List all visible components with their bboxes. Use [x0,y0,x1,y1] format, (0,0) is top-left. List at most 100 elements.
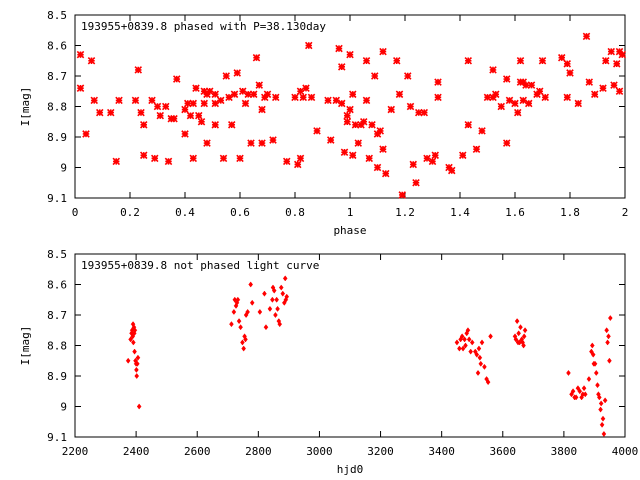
data-point [189,99,198,108]
data-point [395,90,404,99]
data-point [370,72,379,80]
data-point [241,99,250,108]
data-point [262,290,267,297]
data-point [263,90,272,99]
data-point [423,154,431,163]
data-point [236,318,242,325]
x-tick-label: 2400 [123,445,150,458]
data-point [598,400,604,407]
data-point [414,108,423,117]
data-point [403,72,412,80]
data-point [216,96,225,105]
data-point [313,127,321,135]
data-point [468,348,474,355]
data-point [249,90,258,99]
data-point [431,151,440,160]
data-point [255,81,264,89]
data-point [112,157,121,166]
data-point [483,93,492,102]
data-point [460,345,466,352]
data-point [577,388,583,395]
y-tick-label: 8.8 [47,340,67,353]
data-point [563,60,572,68]
data-point [275,305,280,312]
data-point [346,105,354,114]
data-point [485,379,491,386]
x-tick-label: 0.2 [120,206,140,219]
data-point [131,96,140,105]
chart-top: 0 0.2 0.4 0.6 0.8 1 1.2 1.4 1.6 1.8 2 8.5 8.6 8.7 8.8 8… [19,9,628,237]
data-point [252,53,261,62]
y-tick-label: 8.8 [47,101,67,114]
data-point [343,111,352,120]
data-point [132,327,138,334]
data-point [131,339,136,346]
data-point [511,99,519,108]
data-point [589,342,595,349]
y-tick-label: 8.9 [47,131,67,144]
data-point [574,99,583,108]
data-point [132,348,137,355]
data-point [466,336,472,343]
data-point [304,41,313,50]
y-tick-label: 8.7 [47,70,67,83]
data-point [248,281,254,288]
data-point [522,81,530,89]
data-point [606,333,611,340]
data-point [478,360,484,367]
data-point [258,139,266,147]
data-point [464,121,473,129]
data-point [516,56,525,65]
data-point [125,357,131,364]
data-point [469,339,475,346]
data-point [271,287,277,294]
x-tick-label: 3600 [490,445,517,458]
y-tick-label: 9 [60,401,67,414]
data-point [476,345,482,352]
data-point [235,296,241,303]
data-point [607,47,616,56]
y-tick-label: 8.5 [47,248,67,261]
data-point [464,56,473,65]
data-point [573,394,579,401]
data-point [348,151,357,160]
x-tick-label: 1.2 [395,206,415,219]
data-point [420,108,429,117]
data-point [245,308,250,315]
data-point [376,127,385,135]
data-point [282,157,291,166]
data-point [516,330,521,337]
y-axis-label: I[mag] [19,87,32,127]
data-point [474,351,480,358]
data-point [592,360,598,367]
data-point [284,293,290,300]
x-tick-label: 1.6 [505,206,525,219]
data-point [164,157,173,166]
data-point [582,391,588,398]
data-point [605,339,610,346]
data-point [153,102,162,111]
data-point [462,336,467,343]
data-point [586,376,592,383]
data-point [189,154,198,163]
data-point [610,81,618,89]
x-tick-label: 1.4 [450,206,470,219]
y-tick-label: 8.7 [47,309,67,322]
x-tick-label: 3800 [551,445,578,458]
x-tick-label: 3200 [367,445,394,458]
data-point [302,84,310,92]
data-point [521,342,526,349]
data-point [222,72,231,80]
data-point [359,117,368,126]
data-point [379,47,387,56]
data-point [601,430,607,437]
x-tick-label: 2200 [62,445,89,458]
data-point [238,324,243,331]
data-point [76,84,85,92]
data-point [608,315,613,322]
data-point [299,93,308,102]
data-point [87,56,96,65]
data-point [354,139,363,147]
data-point [233,69,242,77]
data-point [566,69,574,77]
